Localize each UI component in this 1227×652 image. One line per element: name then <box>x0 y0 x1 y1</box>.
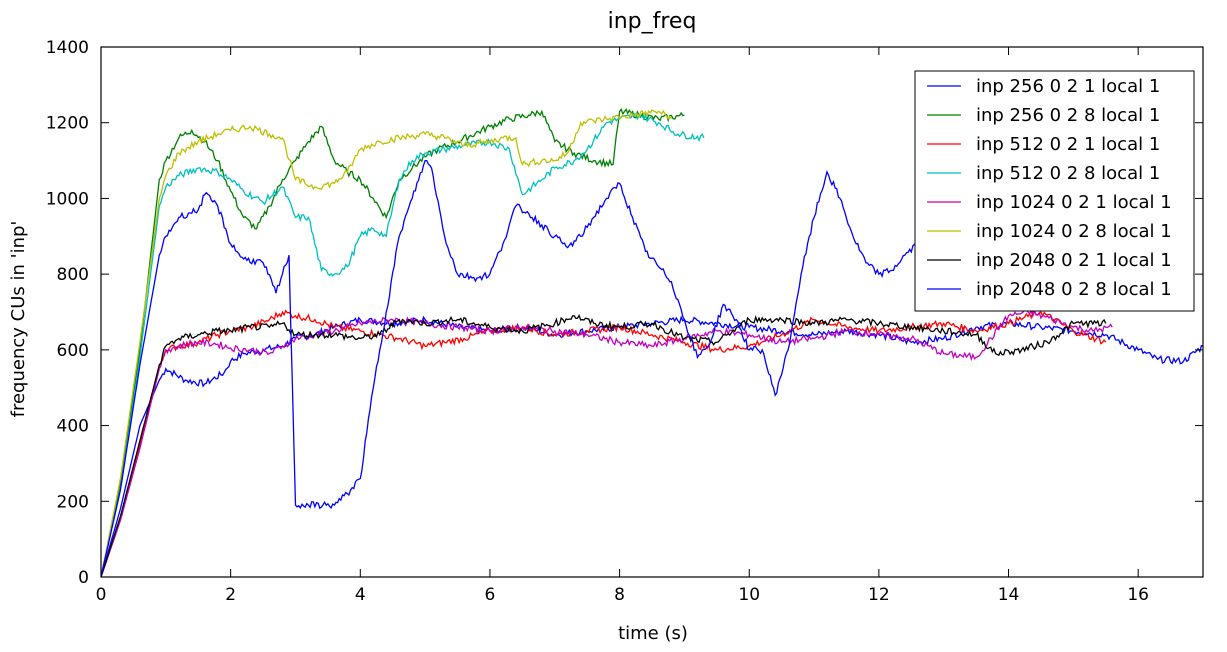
series-layer <box>101 107 1203 577</box>
x-tick-label: 2 <box>225 585 236 605</box>
y-tick-label: 1000 <box>46 189 89 209</box>
legend-label: inp 512 0 2 1 local 1 <box>976 134 1160 155</box>
legend-label: inp 256 0 2 8 local 1 <box>976 105 1160 126</box>
y-tick-label: 800 <box>57 265 89 285</box>
plot-area <box>100 46 1204 578</box>
legend-box <box>914 70 1195 312</box>
x-tick-label: 12 <box>868 585 890 605</box>
series-line-2 <box>101 107 685 577</box>
legend: inp 256 0 2 1 local 1 inp 256 0 2 8 local… <box>914 70 1195 312</box>
series-line-8 <box>101 159 919 577</box>
x-tick-label: 4 <box>355 585 366 605</box>
x-tick-label: 6 <box>485 585 496 605</box>
x-tick-label: 10 <box>738 585 760 605</box>
series-line-5 <box>101 308 1113 577</box>
x-tick-label: 14 <box>998 585 1020 605</box>
x-axis-label: time (s) <box>618 623 688 644</box>
x-tick-label: 0 <box>96 585 107 605</box>
ticks-layer: 0 2 4 6 8 10 12 14 16 0 200 400 600 800 1000 1200 1400 <box>46 38 1203 605</box>
x-tick-label: 8 <box>614 585 625 605</box>
legend-label: inp 2048 0 2 8 local 1 <box>976 279 1172 300</box>
y-tick-label: 400 <box>57 417 89 437</box>
legend-label: inp 512 0 2 8 local 1 <box>976 163 1160 184</box>
legend-label: inp 1024 0 2 1 local 1 <box>976 192 1172 213</box>
y-tick-label: 0 <box>78 568 89 588</box>
y-tick-label: 1400 <box>46 38 89 58</box>
legend-label: inp 256 0 2 1 local 1 <box>976 76 1160 97</box>
y-axis-label: frequency CUs in 'inp' <box>8 221 29 418</box>
legend-label: inp 2048 0 2 1 local 1 <box>976 250 1172 271</box>
y-tick-label: 600 <box>57 341 89 361</box>
y-tick-label: 1200 <box>46 114 89 134</box>
series-line-7 <box>101 313 1107 577</box>
legend-label: inp 1024 0 2 8 local 1 <box>976 221 1172 242</box>
series-line-1 <box>101 315 1203 577</box>
series-line-4 <box>101 112 705 577</box>
chart-title: inp_freq <box>608 9 697 34</box>
series-line-6 <box>101 109 672 577</box>
y-tick-label: 200 <box>57 492 89 512</box>
x-tick-label: 16 <box>1127 585 1149 605</box>
